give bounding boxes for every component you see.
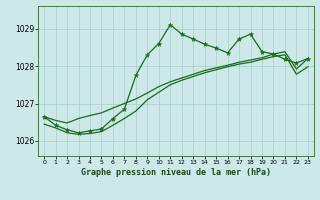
X-axis label: Graphe pression niveau de la mer (hPa): Graphe pression niveau de la mer (hPa)	[81, 168, 271, 177]
